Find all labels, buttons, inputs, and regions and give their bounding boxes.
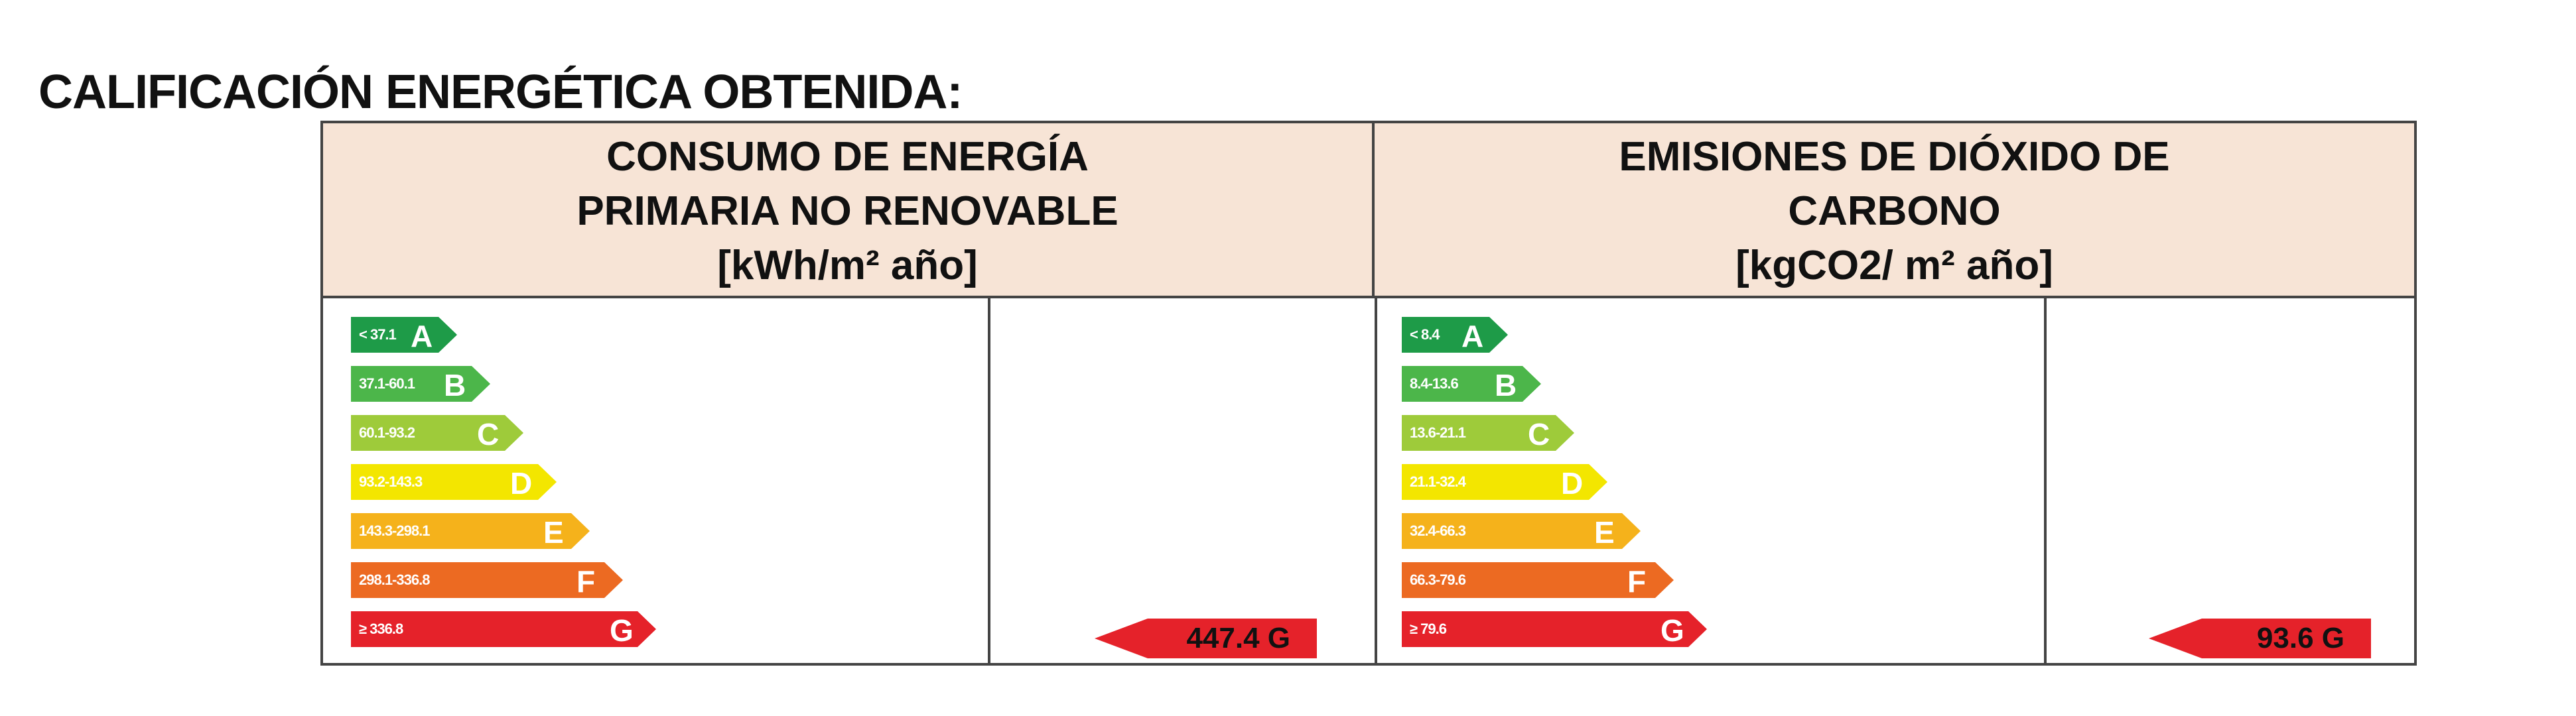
emissions-header: EMISIONES DE DIÓXIDO DE CARBONO [kgCO2/ … bbox=[1375, 123, 2414, 298]
emissions-result-arrow: 93.6 G bbox=[2149, 619, 2371, 658]
page-title: CALIFICACIÓN ENERGÉTICA OBTENIDA: bbox=[38, 66, 963, 119]
band-range-label: 21.1-32.4 bbox=[1410, 473, 1466, 490]
consumption-header-line2: PRIMARIA NO RENOVABLE bbox=[576, 188, 1119, 234]
band-range-label: 60.1-93.2 bbox=[359, 424, 415, 441]
band-letter: F bbox=[576, 564, 596, 599]
band-letter: G bbox=[1661, 613, 1684, 648]
rating-band-c: 13.6-21.1 C bbox=[1402, 415, 1574, 451]
band-letter: D bbox=[1561, 466, 1584, 501]
band-range-label: 13.6-21.1 bbox=[1410, 424, 1466, 441]
consumption-unit: [kWh/m² año] bbox=[717, 243, 978, 288]
rating-band-c: 60.1-93.2 C bbox=[351, 415, 523, 451]
rating-band-d: 93.2-143.3 D bbox=[351, 464, 557, 500]
band-letter: A bbox=[411, 319, 433, 353]
consumption-result-arrow: 447.4 G bbox=[1095, 619, 1317, 658]
rating-band-g: ≥ 336.8 G bbox=[351, 611, 656, 647]
band-range-label: 298.1-336.8 bbox=[359, 571, 430, 588]
band-range-label: 93.2-143.3 bbox=[359, 473, 423, 490]
band-letter: G bbox=[610, 613, 634, 648]
rating-band-f: 66.3-79.6 F bbox=[1402, 562, 1674, 598]
band-range-label: 32.4-66.3 bbox=[1410, 522, 1466, 539]
band-range-label: ≥ 79.6 bbox=[1410, 621, 1447, 637]
band-letter: C bbox=[477, 417, 500, 451]
emissions-divider bbox=[2044, 296, 2047, 666]
emissions-header-line1: EMISIONES DE DIÓXIDO DE bbox=[1619, 134, 2170, 180]
emissions-result-value: 93.6 G bbox=[2256, 622, 2344, 654]
band-letter: E bbox=[543, 515, 564, 550]
band-letter: D bbox=[510, 466, 533, 501]
rating-band-f: 298.1-336.8 F bbox=[351, 562, 623, 598]
band-range-label: 66.3-79.6 bbox=[1410, 571, 1466, 588]
rating-table: CONSUMO DE ENERGÍA PRIMARIA NO RENOVABLE… bbox=[320, 121, 2417, 666]
band-range-label: 143.3-298.1 bbox=[359, 522, 430, 539]
rating-band-b: 8.4-13.6 B bbox=[1402, 366, 1541, 402]
band-letter: F bbox=[1627, 564, 1647, 599]
band-range-label: 37.1-60.1 bbox=[359, 375, 415, 392]
consumption-divider bbox=[988, 296, 990, 666]
band-range-label: ≥ 336.8 bbox=[359, 621, 403, 637]
consumption-header-line1: CONSUMO DE ENERGÍA bbox=[606, 134, 1089, 180]
band-letter: B bbox=[444, 368, 466, 402]
rating-band-e: 32.4-66.3 E bbox=[1402, 513, 1641, 549]
band-range-label: < 8.4 bbox=[1410, 326, 1440, 343]
center-divider bbox=[1375, 296, 1377, 666]
emissions-header-line2: CARBONO bbox=[1788, 188, 2001, 234]
band-letter: B bbox=[1495, 368, 1517, 402]
band-letter: C bbox=[1528, 417, 1550, 451]
rating-band-b: 37.1-60.1 B bbox=[351, 366, 490, 402]
rating-band-a: < 8.4 A bbox=[1402, 317, 1508, 353]
rating-band-d: 21.1-32.4 D bbox=[1402, 464, 1607, 500]
consumption-header: CONSUMO DE ENERGÍA PRIMARIA NO RENOVABLE… bbox=[323, 123, 1375, 298]
rating-band-e: 143.3-298.1 E bbox=[351, 513, 590, 549]
band-range-label: < 37.1 bbox=[359, 326, 397, 343]
rating-band-g: ≥ 79.6 G bbox=[1402, 611, 1707, 647]
emissions-unit: [kgCO2/ m² año] bbox=[1735, 243, 2053, 288]
band-letter: E bbox=[1594, 515, 1615, 550]
band-letter: A bbox=[1461, 319, 1484, 353]
rating-band-a: < 37.1 A bbox=[351, 317, 457, 353]
band-range-label: 8.4-13.6 bbox=[1410, 375, 1459, 392]
consumption-result-value: 447.4 G bbox=[1186, 622, 1290, 654]
